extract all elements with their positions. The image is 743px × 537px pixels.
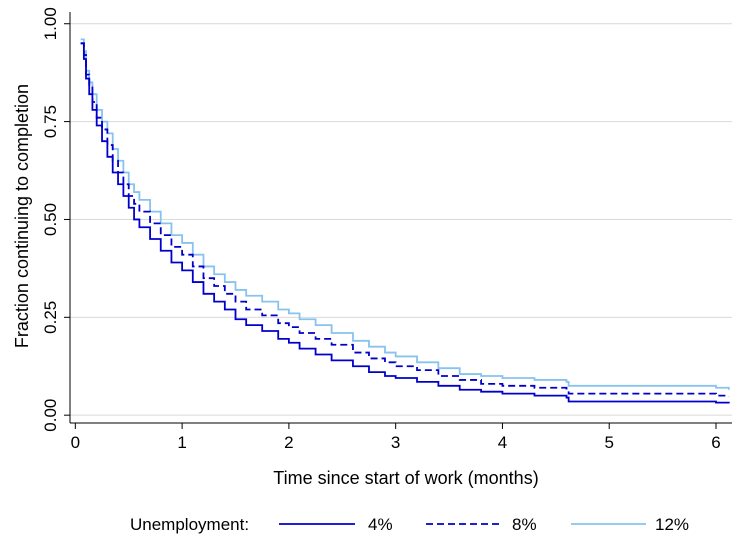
legend-label-12pct: 12% (655, 515, 689, 534)
y-axis-title: Fraction continuing to completion (12, 84, 32, 348)
y-tick-label: 0.75 (41, 105, 60, 138)
x-tick-label: 2 (284, 433, 293, 452)
series-line-8pct (80, 42, 730, 397)
legend-title: Unemployment: (130, 515, 249, 534)
axes (64, 12, 732, 429)
legend-label-4pct: 4% (368, 515, 393, 534)
series-line-4pct (80, 42, 730, 404)
series-line-12pct (80, 38, 730, 390)
y-tick-label: 1.00 (41, 7, 60, 40)
gridlines (70, 23, 732, 416)
x-tick-label: 1 (177, 433, 186, 452)
series-lines (80, 38, 730, 404)
legend-label-8pct: 8% (512, 515, 537, 534)
x-tick-label: 0 (71, 433, 80, 452)
x-tick-label: 6 (711, 433, 720, 452)
y-tick-label: 0.00 (41, 399, 60, 432)
x-axis-title: Time since start of work (months) (273, 468, 538, 488)
x-tick-label: 4 (498, 433, 507, 452)
y-tick-label: 0.25 (41, 301, 60, 334)
x-tick-label: 3 (391, 433, 400, 452)
legend: Unemployment: 4% 8% 12% (130, 515, 689, 534)
x-tick-label: 5 (604, 433, 613, 452)
tick-labels: 0.00 0.25 0.50 0.75 1.00 0 1 2 3 4 5 6 (41, 7, 721, 452)
y-tick-label: 0.50 (41, 203, 60, 236)
